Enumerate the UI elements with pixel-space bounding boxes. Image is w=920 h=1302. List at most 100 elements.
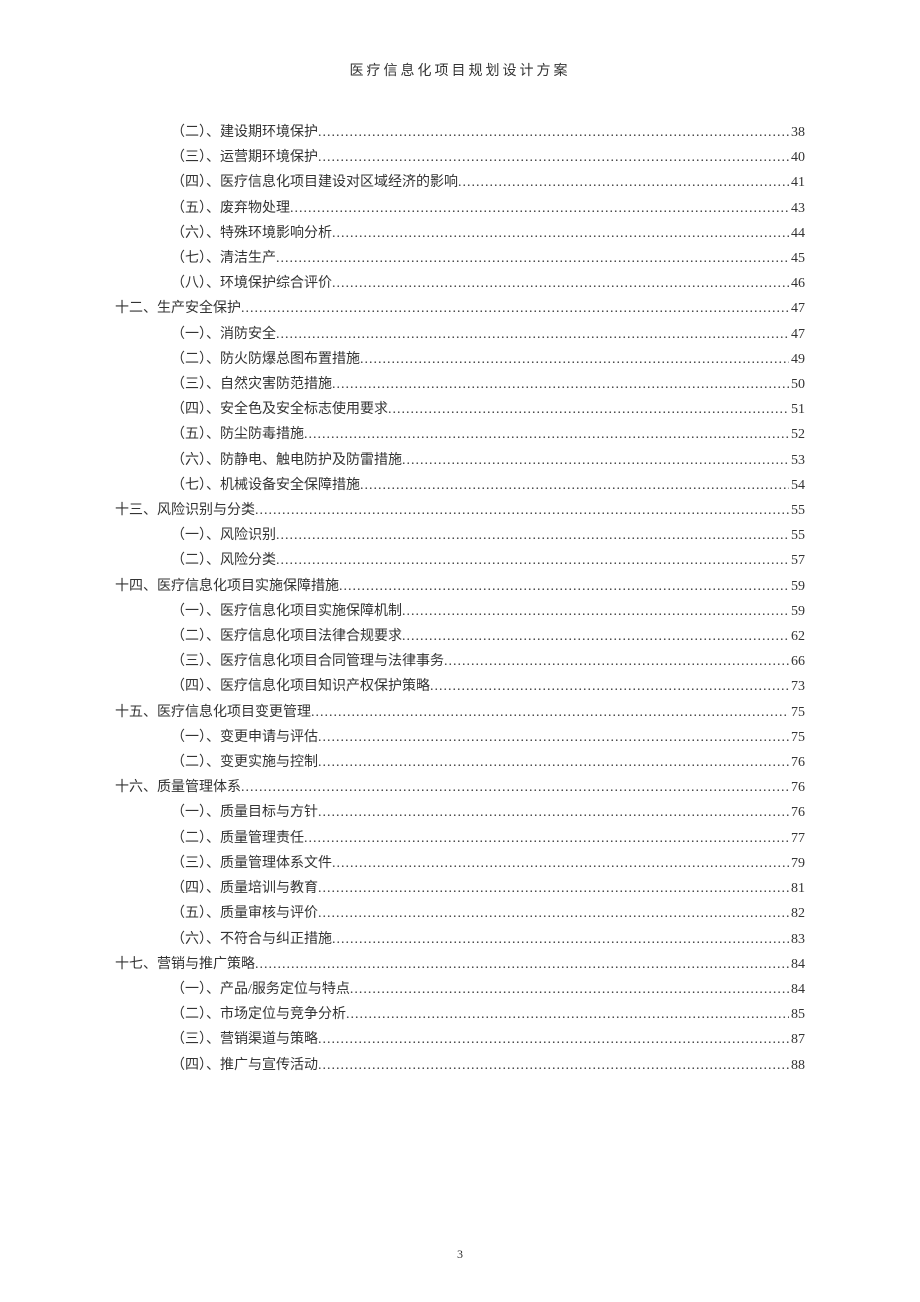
toc-leader-dots	[402, 624, 789, 649]
toc-entry: （七）、机械设备安全保障措施54	[115, 473, 805, 498]
toc-entry-label: （三）、自然灾害防范措施	[171, 372, 332, 397]
toc-leader-dots	[339, 574, 789, 599]
toc-entry-label: （七）、机械设备安全保障措施	[171, 473, 360, 498]
toc-entry-page: 87	[789, 1027, 805, 1052]
toc-entry-label: （一）、产品/服务定位与特点	[171, 977, 350, 1002]
toc-entry-label: （六）、不符合与纠正措施	[171, 927, 332, 952]
toc-entry-label: （三）、医疗信息化项目合同管理与法律事务	[171, 649, 444, 674]
toc-entry-label: （二）、市场定位与竞争分析	[171, 1002, 346, 1027]
toc-entry: （四）、质量培训与教育81	[115, 876, 805, 901]
toc-entry: （五）、质量审核与评价82	[115, 901, 805, 926]
toc-leader-dots	[276, 523, 789, 548]
toc-entry: （四）、医疗信息化项目知识产权保护策略73	[115, 674, 805, 699]
toc-entry-page: 59	[789, 599, 805, 624]
toc-entry-page: 84	[789, 952, 805, 977]
toc-leader-dots	[332, 271, 789, 296]
toc-entry-page: 85	[789, 1002, 805, 1027]
toc-entry: （五）、废弃物处理43	[115, 196, 805, 221]
toc-entry-page: 76	[789, 750, 805, 775]
toc-leader-dots	[402, 448, 789, 473]
toc-leader-dots	[276, 322, 789, 347]
toc-entry: （三）、运营期环境保护40	[115, 145, 805, 170]
toc-leader-dots	[458, 170, 789, 195]
toc-leader-dots	[255, 498, 789, 523]
toc-entry-label: 十六、质量管理体系	[115, 775, 241, 800]
toc-entry: （四）、安全色及安全标志使用要求51	[115, 397, 805, 422]
toc-entry: （七）、清洁生产45	[115, 246, 805, 271]
toc-leader-dots	[318, 1053, 789, 1078]
toc-leader-dots	[318, 725, 789, 750]
toc-entry-label: （五）、质量审核与评价	[171, 901, 318, 926]
toc-entry-label: （一）、风险识别	[171, 523, 276, 548]
toc-entry: （六）、防静电、触电防护及防雷措施53	[115, 448, 805, 473]
toc-leader-dots	[318, 901, 789, 926]
toc-entry-label: 十二、生产安全保护	[115, 296, 241, 321]
toc-leader-dots	[304, 826, 789, 851]
toc-leader-dots	[430, 674, 789, 699]
toc-entry-label: （二）、防火防爆总图布置措施	[171, 347, 360, 372]
toc-leader-dots	[360, 347, 789, 372]
toc-leader-dots	[304, 422, 789, 447]
toc-leader-dots	[332, 372, 789, 397]
toc-entry-page: 57	[789, 548, 805, 573]
toc-entry-page: 44	[789, 221, 805, 246]
toc-entry-label: （四）、安全色及安全标志使用要求	[171, 397, 388, 422]
toc-entry-label: （五）、防尘防毒措施	[171, 422, 304, 447]
table-of-contents: （二）、建设期环境保护38（三）、运营期环境保护40（四）、医疗信息化项目建设对…	[115, 120, 805, 1078]
toc-entry: （三）、营销渠道与策略 87	[115, 1027, 805, 1052]
toc-entry: 十四、医疗信息化项目实施保障措施59	[115, 574, 805, 599]
toc-entry: 十五、医疗信息化项目变更管理75	[115, 700, 805, 725]
toc-entry-label: （二）、建设期环境保护	[171, 120, 318, 145]
toc-entry: （三）、医疗信息化项目合同管理与法律事务66	[115, 649, 805, 674]
toc-entry-page: 76	[789, 775, 805, 800]
toc-entry-label: （二）、医疗信息化项目法律合规要求	[171, 624, 402, 649]
toc-entry-page: 47	[789, 322, 805, 347]
toc-entry-page: 41	[789, 170, 805, 195]
toc-entry: 十三、风险识别与分类 55	[115, 498, 805, 523]
toc-entry-page: 75	[789, 700, 805, 725]
toc-entry-label: （一）、医疗信息化项目实施保障机制	[171, 599, 402, 624]
toc-entry-page: 84	[789, 977, 805, 1002]
toc-entry-page: 73	[789, 674, 805, 699]
toc-entry-label: （七）、清洁生产	[171, 246, 276, 271]
toc-leader-dots	[332, 927, 789, 952]
toc-leader-dots	[241, 296, 789, 321]
toc-entry-label: （一）、消防安全	[171, 322, 276, 347]
toc-entry: （二）、建设期环境保护38	[115, 120, 805, 145]
toc-entry-label: （一）、质量目标与方针	[171, 800, 318, 825]
toc-entry-page: 46	[789, 271, 805, 296]
document-page: 医疗信息化项目规划设计方案 （二）、建设期环境保护38（三）、运营期环境保护40…	[0, 0, 920, 1302]
toc-entry-page: 55	[789, 523, 805, 548]
toc-entry-label: （二）、质量管理责任	[171, 826, 304, 851]
toc-leader-dots	[318, 120, 789, 145]
toc-entry-page: 53	[789, 448, 805, 473]
toc-entry: 十七、营销与推广策略 84	[115, 952, 805, 977]
toc-entry-page: 55	[789, 498, 805, 523]
toc-entry: （六）、特殊环境影响分析44	[115, 221, 805, 246]
toc-entry-page: 77	[789, 826, 805, 851]
toc-entry: （三）、自然灾害防范措施 50	[115, 372, 805, 397]
toc-entry-label: （三）、运营期环境保护	[171, 145, 318, 170]
toc-leader-dots	[318, 1027, 789, 1052]
toc-entry: （二）、医疗信息化项目法律合规要求62	[115, 624, 805, 649]
toc-entry-page: 47	[789, 296, 805, 321]
toc-entry-label: （一）、变更申请与评估	[171, 725, 318, 750]
toc-entry-page: 79	[789, 851, 805, 876]
toc-entry-label: 十四、医疗信息化项目实施保障措施	[115, 574, 339, 599]
toc-entry: （二）、变更实施与控制76	[115, 750, 805, 775]
toc-leader-dots	[332, 221, 789, 246]
toc-entry-page: 81	[789, 876, 805, 901]
toc-entry-page: 50	[789, 372, 805, 397]
toc-leader-dots	[332, 851, 789, 876]
toc-entry: （一）、变更申请与评估 75	[115, 725, 805, 750]
toc-entry-label: （三）、营销渠道与策略	[171, 1027, 318, 1052]
toc-entry: （六）、不符合与纠正措施83	[115, 927, 805, 952]
toc-entry-label: 十七、营销与推广策略	[115, 952, 255, 977]
toc-leader-dots	[444, 649, 789, 674]
toc-entry-page: 43	[789, 196, 805, 221]
toc-leader-dots	[276, 246, 789, 271]
toc-entry-page: 75	[789, 725, 805, 750]
toc-leader-dots	[402, 599, 789, 624]
toc-entry: （二）、质量管理责任 77	[115, 826, 805, 851]
toc-entry-label: 十三、风险识别与分类	[115, 498, 255, 523]
